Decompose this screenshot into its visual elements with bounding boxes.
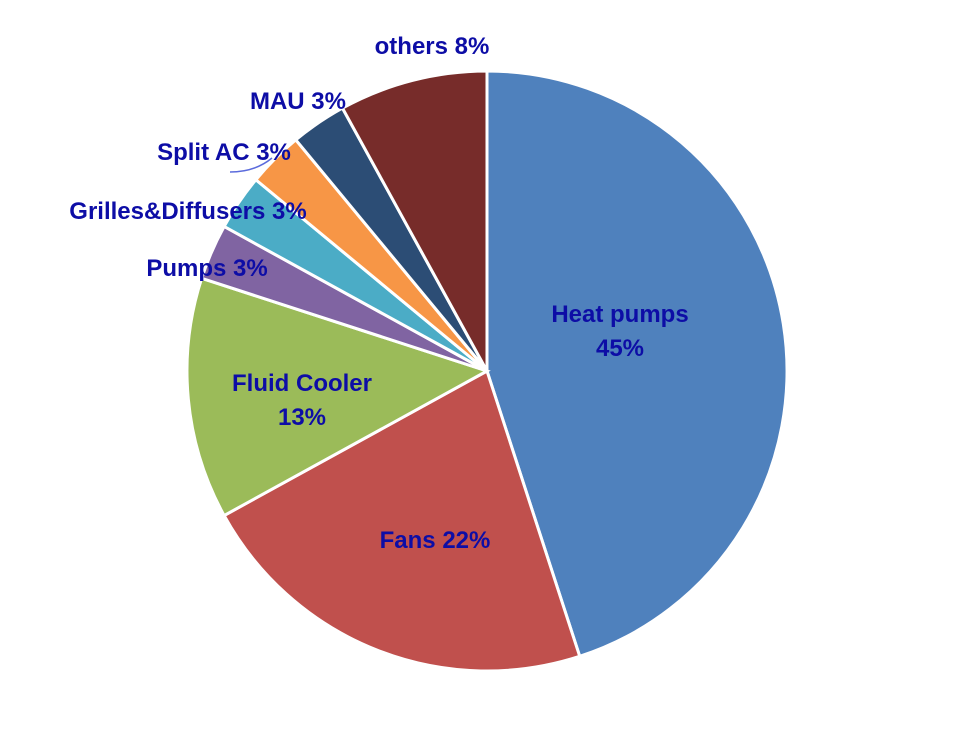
slice-label-line: Fans 22% bbox=[380, 527, 491, 554]
pie-slice-fans bbox=[222, 368, 582, 673]
slice-label-line: Pumps 3% bbox=[146, 255, 267, 282]
slice-label-line: 13% bbox=[278, 404, 326, 431]
pie-slice-fluid-cooler bbox=[185, 276, 491, 518]
slice-label-line: others 8% bbox=[375, 33, 490, 60]
slice-label-line: 45% bbox=[596, 335, 644, 362]
slice-label-pumps: Pumps 3% bbox=[146, 255, 267, 282]
slice-label-line: Split AC 3% bbox=[157, 139, 291, 166]
labels-layer: Heat pumps 45% Fans 22% Fluid Cooler 13% Pump… bbox=[69, 33, 688, 554]
slice-label-line: Fluid Cooler bbox=[232, 370, 372, 397]
slice-label-heat-pumps: Heat pumps 45% bbox=[551, 301, 688, 362]
slice-label-grilles-diffusers: Grilles&Diffusers 3% bbox=[69, 198, 306, 225]
slice-label-line: MAU 3% bbox=[250, 88, 346, 115]
slice-label-fans: Fans 22% bbox=[380, 527, 491, 554]
slice-label-others: others 8% bbox=[375, 33, 490, 60]
slice-label-mau: MAU 3% bbox=[250, 88, 346, 115]
slice-label-line: Heat pumps bbox=[551, 301, 688, 328]
slice-label-fluid-cooler: Fluid Cooler 13% bbox=[232, 370, 372, 431]
pie-slice-others bbox=[340, 69, 489, 372]
slices-layer bbox=[185, 69, 789, 673]
slice-label-line: Grilles&Diffusers 3% bbox=[69, 198, 306, 225]
pie-slice-heat-pumps bbox=[485, 69, 789, 659]
split-ac-leader-line bbox=[229, 157, 273, 173]
slice-label-split-ac: Split AC 3% bbox=[157, 139, 291, 166]
